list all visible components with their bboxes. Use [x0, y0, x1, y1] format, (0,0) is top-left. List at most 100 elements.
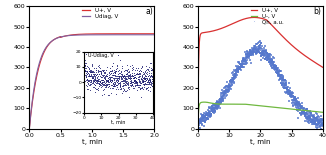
Point — [207, 113, 212, 116]
Point — [251, 51, 256, 53]
Point — [293, 99, 298, 101]
Point — [320, 120, 325, 123]
Point — [201, 116, 207, 118]
Point — [225, 84, 230, 87]
Point — [228, 80, 233, 82]
Point — [241, 60, 246, 63]
Point — [233, 69, 238, 71]
Point — [246, 54, 251, 56]
Point — [236, 61, 242, 63]
Point — [312, 118, 317, 121]
Point — [299, 110, 304, 113]
Point — [316, 122, 321, 124]
Point — [318, 119, 323, 122]
Point — [257, 45, 262, 48]
Point — [204, 116, 209, 119]
Point — [213, 107, 218, 110]
Point — [302, 115, 307, 117]
Point — [305, 116, 310, 119]
Point — [225, 89, 230, 92]
Point — [277, 78, 283, 80]
Point — [221, 95, 226, 97]
Point — [272, 65, 277, 67]
Point — [304, 120, 309, 123]
Point — [307, 111, 312, 113]
Point — [204, 113, 210, 115]
Point — [317, 122, 322, 125]
Point — [213, 104, 218, 106]
Point — [226, 89, 231, 92]
Point — [294, 106, 300, 109]
Point — [215, 101, 220, 104]
Point — [229, 72, 234, 75]
Point — [198, 120, 203, 123]
Point — [239, 65, 244, 68]
Point — [251, 54, 256, 56]
Point — [203, 119, 208, 121]
Point — [280, 80, 285, 82]
Point — [207, 107, 212, 110]
Point — [229, 82, 234, 85]
Point — [254, 43, 259, 45]
Point — [284, 87, 289, 89]
Point — [275, 68, 280, 71]
Point — [207, 114, 213, 116]
Point — [288, 91, 293, 94]
Point — [223, 95, 229, 98]
Point — [275, 70, 281, 72]
Point — [210, 110, 215, 113]
Point — [252, 47, 257, 49]
Point — [266, 54, 272, 57]
Point — [252, 48, 257, 50]
Point — [273, 66, 278, 69]
Point — [293, 100, 298, 103]
Point — [305, 113, 310, 115]
Point — [198, 118, 203, 120]
Point — [270, 59, 275, 62]
Point — [305, 116, 311, 118]
Point — [256, 44, 261, 47]
Point — [255, 49, 260, 51]
Point — [298, 105, 303, 107]
Point — [225, 86, 230, 89]
Point — [264, 58, 270, 61]
Point — [199, 123, 204, 126]
Point — [312, 114, 317, 116]
Point — [202, 121, 207, 124]
Point — [304, 109, 309, 111]
Point — [265, 55, 270, 57]
Point — [220, 91, 225, 93]
Point — [245, 52, 251, 55]
Point — [231, 77, 236, 80]
Point — [265, 56, 270, 58]
Point — [224, 93, 230, 96]
Point — [225, 90, 230, 93]
Point — [310, 119, 315, 122]
Point — [243, 53, 248, 56]
Point — [212, 110, 217, 112]
Point — [289, 95, 294, 97]
Point — [242, 60, 247, 63]
Point — [304, 107, 310, 110]
Point — [320, 122, 325, 125]
Point — [254, 52, 259, 55]
Point — [270, 61, 275, 64]
Point — [259, 52, 264, 54]
Point — [285, 93, 290, 95]
Point — [298, 109, 303, 111]
Point — [304, 113, 309, 116]
Point — [273, 67, 278, 70]
Point — [291, 96, 297, 99]
Point — [254, 52, 259, 54]
Point — [314, 116, 319, 119]
Point — [257, 44, 262, 46]
Point — [309, 121, 314, 123]
Point — [280, 78, 285, 80]
Point — [226, 89, 231, 92]
Point — [216, 104, 221, 107]
Point — [243, 59, 248, 61]
Point — [295, 104, 300, 106]
Point — [297, 102, 302, 105]
Point — [310, 122, 316, 125]
Point — [243, 63, 248, 65]
